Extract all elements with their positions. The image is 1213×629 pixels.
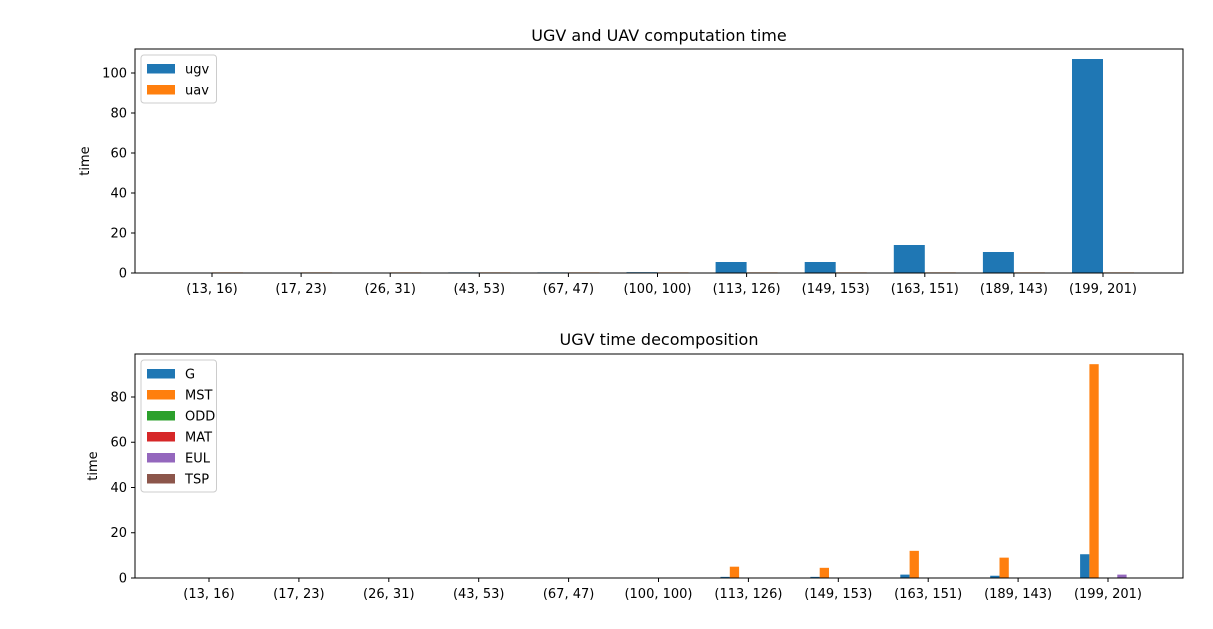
bar-ugv-7: [715, 262, 747, 273]
legend-swatch-MAT: [147, 432, 175, 442]
bar-ugv-9: [893, 245, 925, 273]
chart-title: UGV and UAV computation time: [531, 26, 786, 45]
y-axis-label: time: [78, 146, 93, 175]
legend-label-uav: uav: [185, 84, 209, 99]
bar-G-11: [1080, 554, 1090, 578]
legend-swatch-G: [147, 369, 175, 379]
x-tick-label: (26, 31): [364, 282, 416, 297]
x-tick-label: (26, 31): [363, 587, 415, 602]
x-tick-label: (100, 100): [623, 282, 691, 297]
x-tick-label: (163, 151): [891, 282, 959, 297]
x-tick-label: (43, 53): [454, 282, 506, 297]
y-tick-label: 0: [119, 267, 127, 282]
x-tick-label: (199, 201): [1069, 282, 1137, 297]
y-tick-label: 20: [110, 227, 127, 242]
bar-ugv-8: [804, 262, 836, 273]
chart-2: UGV time decomposition (13, 16) (17, 23) (2…: [86, 330, 1184, 602]
bar-G-7: [720, 576, 730, 578]
bar-MST-8: [819, 567, 829, 578]
bar-MST-9: [909, 550, 919, 578]
legend-swatch-ODD: [147, 411, 175, 421]
bar-G-10: [990, 575, 1000, 578]
x-tick-label: (67, 47): [543, 282, 595, 297]
legend-label-EUL: EUL: [185, 452, 211, 467]
x-tick-label: (17, 23): [275, 282, 327, 297]
y-tick-label: 0: [119, 572, 127, 587]
legend-swatch-uav: [147, 85, 175, 95]
legend-swatch-TSP: [147, 474, 175, 484]
x-tick-label: (163, 151): [894, 587, 962, 602]
bar-G-9: [900, 574, 910, 578]
y-tick-label: 80: [110, 107, 127, 122]
bar-ugv-11: [1072, 59, 1103, 273]
legend: G MST ODD MAT EUL TSP: [140, 359, 217, 493]
legend-label-ugv: ugv: [185, 63, 209, 78]
chart-1: UGV and UAV computation time (13, 16) (17,…: [78, 26, 1184, 297]
legend-label-TSP: TSP: [184, 473, 209, 488]
chart-title: UGV time decomposition: [560, 330, 759, 349]
legend-label-G: G: [185, 368, 195, 383]
bar-MST-7: [729, 566, 740, 578]
bar-ugv-10: [982, 252, 1014, 273]
x-tick-label: (100, 100): [624, 587, 692, 602]
x-tick-label: (149, 153): [804, 587, 872, 602]
y-tick-label: 40: [110, 481, 127, 496]
legend-label-MST: MST: [185, 389, 212, 404]
bar-MST-11: [1089, 364, 1099, 578]
x-tick-label: (13, 16): [183, 587, 235, 602]
y-tick-label: 20: [110, 526, 127, 541]
y-axis-label: time: [86, 451, 101, 480]
x-tick-label: (113, 126): [714, 587, 782, 602]
y-tick-label: 40: [110, 187, 127, 202]
y-tick-label: 60: [110, 147, 127, 162]
legend-label-MAT: MAT: [185, 431, 212, 446]
y-tick-label: 100: [102, 67, 127, 82]
y-tick-label: 80: [110, 390, 127, 405]
bar-G-8: [810, 576, 820, 578]
x-tick-label: (17, 23): [273, 587, 325, 602]
plot-frame: [134, 48, 1184, 274]
x-tick-label: (43, 53): [453, 587, 505, 602]
x-tick-label: (199, 201): [1074, 587, 1142, 602]
legend-label-ODD: ODD: [185, 410, 215, 425]
legend-swatch-ugv: [147, 64, 175, 74]
plot-frame: [134, 353, 1184, 579]
legend-swatch-MST: [147, 390, 175, 400]
x-tick-label: (67, 47): [543, 587, 595, 602]
x-tick-label: (189, 143): [984, 587, 1052, 602]
x-tick-label: (189, 143): [980, 282, 1048, 297]
x-tick-label: (113, 126): [713, 282, 781, 297]
x-tick-label: (13, 16): [186, 282, 238, 297]
y-tick-label: 60: [110, 436, 127, 451]
legend-swatch-EUL: [147, 453, 175, 463]
bar-MST-10: [999, 557, 1009, 578]
bar-EUL-11: [1117, 574, 1127, 578]
legend: ugv uav: [140, 54, 217, 104]
x-tick-label: (149, 153): [802, 282, 870, 297]
